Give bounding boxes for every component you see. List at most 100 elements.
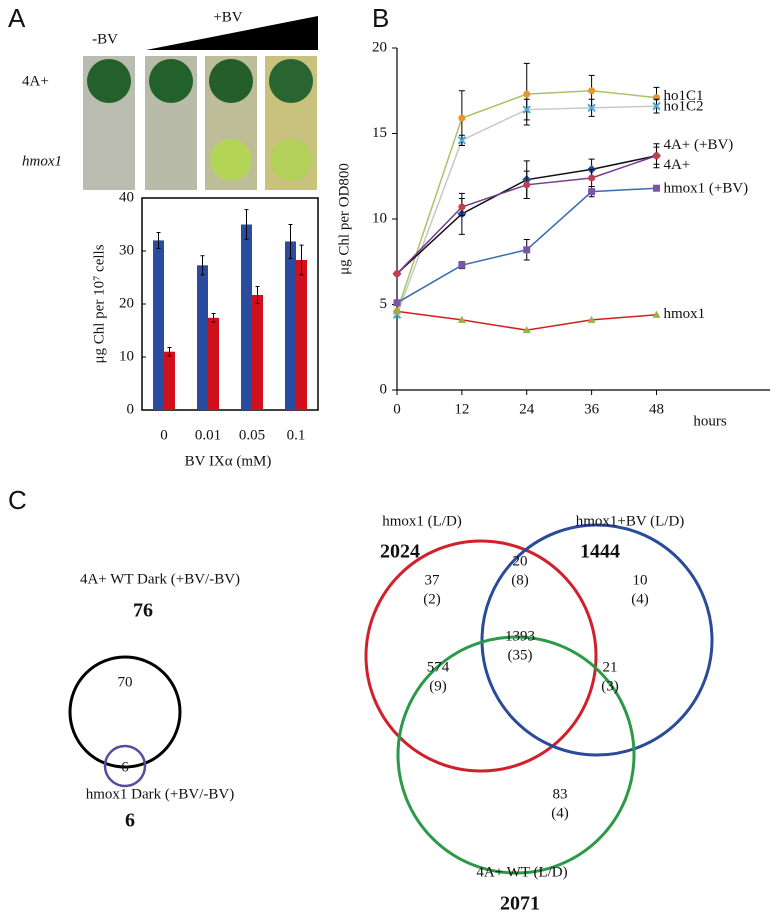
error-bar: [244, 209, 249, 240]
venn-circle: [396, 635, 636, 875]
venn-circle: [103, 744, 147, 788]
marker: [393, 270, 401, 278]
series-line: [396, 105, 657, 316]
error-bar: [167, 346, 172, 357]
plate-label: -BV: [92, 31, 118, 47]
marker: [587, 315, 596, 323]
panel-label: A: [8, 3, 26, 33]
marker: [652, 101, 661, 111]
bar: [252, 294, 263, 410]
plate-row-label: hmox1: [22, 153, 62, 169]
series-label: 4A+: [663, 157, 690, 173]
venn-circle: [68, 655, 182, 769]
region-dark-count: (3): [601, 678, 619, 694]
x-tick-label: 0.1: [287, 427, 306, 443]
x-tick-label: 0.01: [195, 427, 221, 443]
colony: [149, 59, 193, 103]
x-axis-label: hours: [693, 413, 726, 429]
venn-circle: [364, 539, 598, 773]
region-count: 1393: [505, 628, 535, 644]
marker: [652, 184, 660, 192]
x-tick-label: 0.05: [239, 427, 265, 443]
marker: [522, 105, 531, 114]
bar: [153, 240, 164, 410]
set-name: hmox1+BV (L/D): [576, 513, 685, 529]
region-dark-count: (4): [631, 591, 649, 607]
marker: [523, 181, 531, 189]
set-total: 2024: [380, 541, 420, 563]
marker: [523, 90, 531, 98]
region-count: 70: [118, 674, 133, 690]
plate-row-label: 4A+: [22, 73, 49, 89]
series-label: hmox1: [663, 306, 705, 322]
marker: [458, 203, 466, 211]
marker: [457, 315, 466, 323]
marker: [393, 299, 401, 307]
panel-label: B: [372, 3, 389, 33]
marker: [652, 310, 661, 318]
error-bar: [299, 244, 304, 276]
bar: [164, 351, 175, 410]
y-tick-label: 5: [380, 296, 388, 312]
bar: [285, 241, 296, 410]
x-tick-label: 48: [649, 401, 664, 417]
set-name: hmox1 Dark (+BV/-BV): [86, 786, 234, 802]
series-label: hmox1 (+BV): [663, 181, 748, 197]
set-name: hmox1 (L/D): [382, 513, 462, 529]
marker: [588, 174, 596, 182]
x-tick-label: 0: [160, 427, 168, 443]
y-tick-label: 0: [380, 381, 388, 397]
region-dark-count: (35): [508, 647, 533, 663]
region-count: 6: [121, 759, 129, 775]
y-tick-label: 0: [127, 401, 135, 417]
region-count: 20: [513, 553, 528, 569]
panel-label: C: [8, 485, 27, 515]
series-label: ho1C2: [663, 99, 703, 115]
error-bar: [156, 231, 161, 249]
colony: [87, 59, 131, 103]
marker: [522, 326, 531, 334]
bar: [208, 317, 219, 410]
region-dark-count: (4): [551, 805, 569, 821]
y-tick-label: 15: [372, 125, 387, 141]
region-dark-count: (2): [423, 591, 441, 607]
plate-label: +BV: [213, 9, 242, 25]
marker: [588, 188, 596, 196]
marker: [587, 103, 596, 113]
region-count: 21: [603, 659, 618, 675]
venn-circle: [480, 523, 714, 757]
error-bar: [255, 286, 260, 304]
set-name: 4A+ WT (L/D): [476, 864, 567, 880]
set-total: 2071: [500, 893, 540, 915]
y-tick-label: 20: [372, 39, 387, 55]
colony: [270, 139, 312, 181]
set-total: 1444: [580, 541, 620, 563]
marker: [458, 114, 466, 122]
x-tick-label: 36: [584, 401, 600, 417]
colony: [269, 59, 313, 103]
series-label: ho1C1: [663, 88, 703, 104]
bar: [296, 260, 307, 410]
y-tick-label: 10: [119, 348, 134, 364]
y-tick-label: 10: [372, 210, 387, 226]
set-total: 6: [125, 810, 135, 832]
region-dark-count: (9): [429, 678, 447, 694]
marker: [393, 307, 401, 315]
set-total: 76: [133, 600, 153, 622]
colony: [209, 59, 253, 103]
y-axis-label: μg Chl per 10⁷ cells: [91, 244, 107, 363]
set-name: 4A+ WT Dark (+BV/-BV): [80, 571, 240, 587]
marker: [458, 261, 466, 269]
x-tick-label: 12: [454, 401, 469, 417]
region-count: 574: [427, 659, 450, 675]
region-count: 37: [425, 572, 441, 588]
error-bar: [211, 313, 216, 323]
marker: [523, 246, 531, 254]
x-tick-label: 0: [393, 401, 401, 417]
region-count: 83: [553, 786, 568, 802]
error-bar: [288, 224, 293, 259]
y-tick-label: 20: [119, 295, 134, 311]
x-axis-label: BV IXα (mM): [185, 453, 272, 469]
